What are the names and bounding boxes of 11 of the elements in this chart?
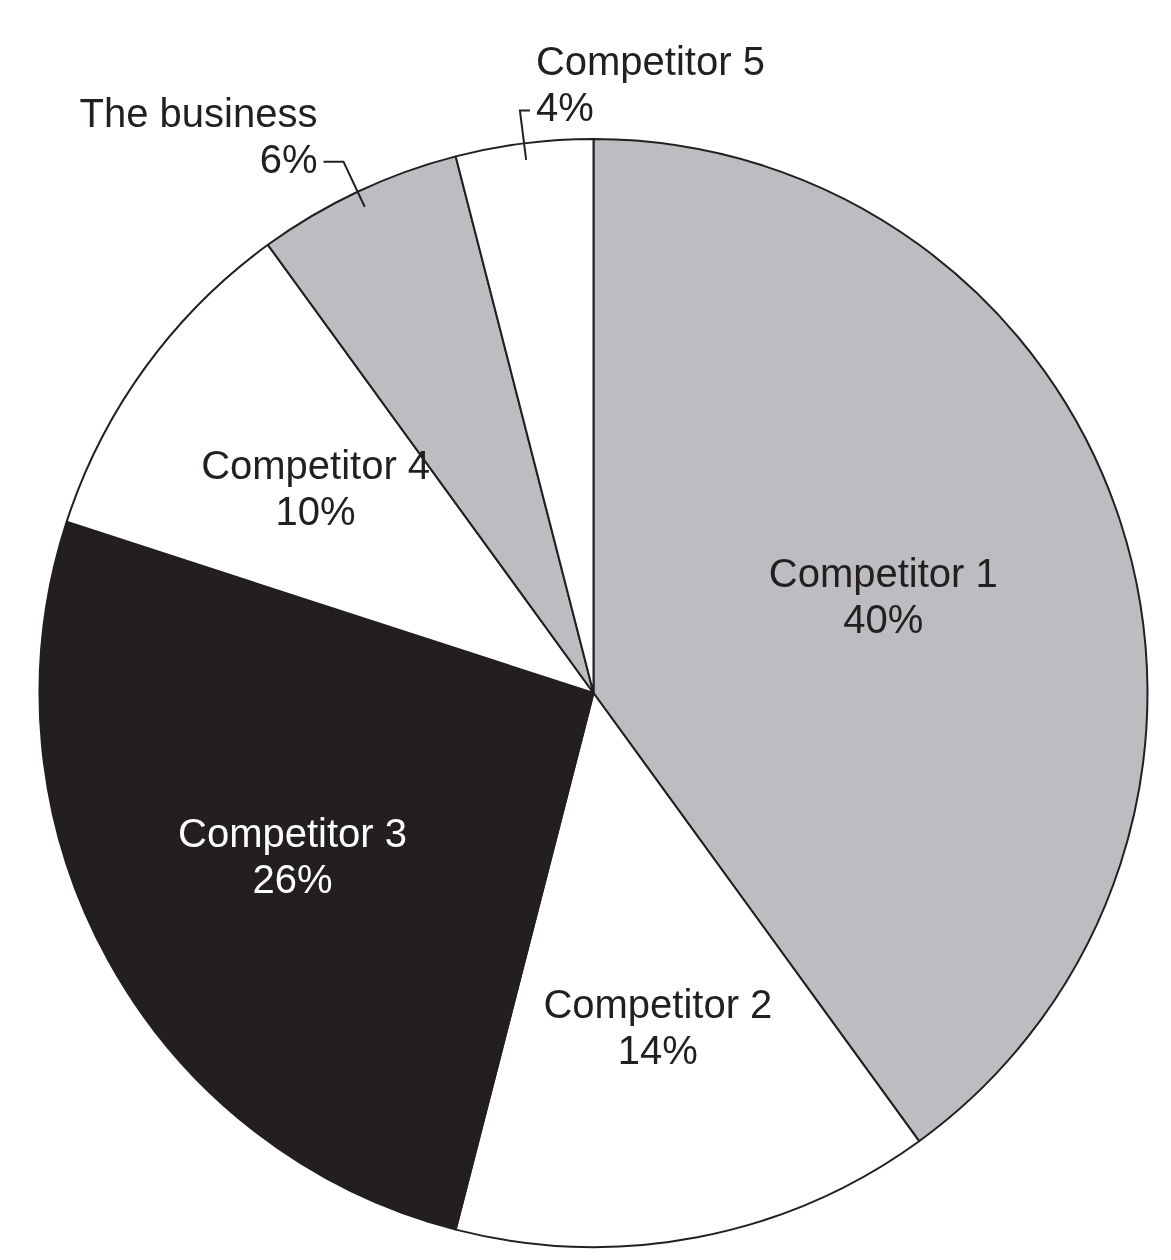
slice-label: Competitor 5: [535, 39, 765, 84]
data-label: 14%: [617, 1028, 698, 1073]
slice-label: Competitor 3: [178, 810, 407, 855]
slice-label: The business: [79, 90, 318, 135]
data-label: 40%: [843, 596, 924, 641]
slice-label: Competitor 2: [543, 982, 773, 1027]
slice-label: Competitor 1: [768, 550, 998, 595]
data-label: 10%: [275, 489, 356, 534]
data-label: 4%: [535, 85, 594, 130]
data-label: 26%: [252, 856, 333, 901]
data-label: 6%: [259, 136, 318, 181]
